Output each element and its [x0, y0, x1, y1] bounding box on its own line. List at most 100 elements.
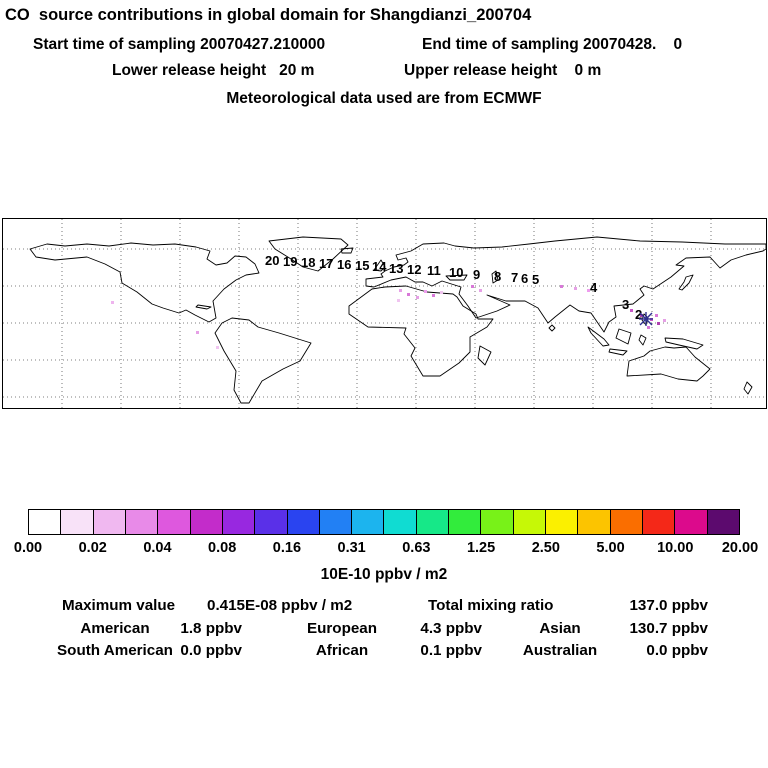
colorbar-segment [61, 510, 94, 534]
upper-release-text: Upper release height 0 m [404, 62, 602, 79]
trajectory-hour-label: 4 [590, 280, 598, 295]
colorbar-segment [255, 510, 288, 534]
region-value: 0.1 ppbv [420, 642, 482, 659]
contribution-pixel [407, 293, 410, 296]
contribution-pixel [416, 296, 419, 299]
colorbar-segment [190, 510, 223, 534]
trajectory-hour-label: 20 [265, 253, 279, 268]
trajectory-hour-label: 10 [449, 265, 463, 280]
total-mixing-ratio-label: Total mixing ratio [428, 597, 554, 614]
map-panel: 20 19 18 17 16 15 14 13 12 11 10 9 8 7 6 5 4 3 2 [2, 218, 767, 409]
colorbar-segment [416, 510, 450, 534]
contribution-pixel [663, 319, 666, 322]
colorbar-segment [513, 510, 546, 534]
contribution-pixel [111, 301, 114, 304]
stats-row-continents-1: American 1.8 ppbv European 4.3 ppbv Asia… [0, 620, 768, 640]
colorbar-tick-label: 0.08 [208, 540, 237, 556]
coastlines [29, 236, 766, 404]
total-mixing-ratio-value: 137.0 ppbv [629, 597, 708, 614]
region-label: Australian [522, 642, 598, 659]
colorbar-segment [222, 510, 256, 534]
contribution-pixel [440, 291, 443, 294]
contribution-pixel [196, 331, 199, 334]
colorbar-segment [352, 510, 385, 534]
met-data-text: Meteorological data used are from ECMWF [226, 90, 542, 107]
contribution-pixel [424, 290, 427, 293]
contribution-pixel [397, 299, 400, 302]
trajectory-hour-label: 19 [283, 254, 297, 269]
contribution-pixel [471, 285, 474, 288]
colorbar-segment [642, 510, 676, 534]
region-value: 130.7 ppbv [629, 620, 708, 637]
colorbar-tick-label: 0.63 [402, 540, 431, 556]
colorbar-segment [481, 510, 514, 534]
colorbar-tick-label: 0.16 [272, 540, 302, 556]
contribution-pixel [647, 326, 650, 329]
trajectory-hour-label: 14 [372, 259, 387, 274]
colorbar [28, 509, 740, 535]
colorbar-tick-label: 2.50 [531, 540, 560, 556]
contribution-pixel [657, 322, 660, 325]
contribution-pixel [655, 314, 658, 317]
colorbar-segment [578, 510, 611, 534]
colorbar-tick-label: 0.00 [13, 540, 43, 556]
region-label: American [80, 620, 150, 637]
max-value: 0.415E-08 ppbv / m2 [207, 597, 353, 614]
colorbar-segment [384, 510, 417, 534]
contribution-pixel [587, 289, 590, 292]
trajectory-hour-label: 9 [473, 267, 480, 282]
trajectory-hour-label: 16 [337, 257, 351, 272]
colorbar-tick-label: 1.25 [466, 540, 496, 556]
region-label: Asian [539, 620, 581, 637]
colorbar-segment [546, 510, 579, 534]
trajectory-hour-label: 13 [389, 261, 403, 276]
contribution-pixel [630, 309, 633, 312]
colorbar-tick-label: 20.00 [721, 540, 759, 556]
colorbar-segment [707, 510, 739, 534]
region-value: 1.8 ppbv [180, 620, 242, 637]
colorbar-segment [29, 510, 62, 534]
colorbar-tick-label: 5.00 [596, 540, 625, 556]
colorbar-tick-label: 0.02 [78, 540, 107, 556]
region-label: South American [57, 642, 173, 659]
contribution-pixel [574, 287, 577, 290]
trajectory-hour-label: 5 [532, 272, 539, 287]
colorbar-tick-label: 10.00 [657, 540, 694, 556]
trajectory-hour-label: 12 [407, 262, 421, 277]
colorbar-ticks: 0.00 0.02 0.04 0.08 0.16 0.31 0.63 1.25 2.50 5.00… [0, 540, 768, 560]
trajectory-hour-label: 7 [511, 270, 518, 285]
lower-release-text: Lower release height 20 m [112, 62, 315, 79]
contribution-pixel [560, 285, 563, 288]
region-label: African [315, 642, 369, 659]
colorbar-segment [449, 510, 482, 534]
station-marker [639, 312, 653, 326]
region-value: 4.3 ppbv [420, 620, 482, 637]
trajectory-hour-label: 3 [622, 297, 629, 312]
colorbar-segment [319, 510, 353, 534]
trajectory-hour-label: 6 [521, 271, 528, 286]
colorbar-segment [93, 510, 126, 534]
trajectory-hour-label: 18 [301, 255, 315, 270]
trajectory-hour-label: 17 [319, 256, 333, 271]
colorbar-segment [675, 510, 708, 534]
trajectory-hour-label: 8 [494, 269, 501, 284]
map-overlay: 20 19 18 17 16 15 14 13 12 11 10 9 8 7 6 5 4 32 [111, 253, 666, 349]
stats-row-max: Maximum value 0.415E-08 ppbv / m2 Total … [0, 597, 768, 617]
trajectory-hour-label: 15 [355, 258, 369, 273]
trajectory-hour-label: 2 [635, 307, 642, 322]
start-time-text: Start time of sampling 20070427.210000 [33, 36, 326, 53]
contribution-pixel [432, 294, 435, 297]
contribution-pixel [479, 289, 482, 292]
region-label: European [306, 620, 378, 637]
colorbar-segment [158, 510, 191, 534]
colorbar-segment [610, 510, 643, 534]
end-time-text: End time of sampling 20070428. 0 [422, 36, 683, 53]
contribution-pixel [216, 346, 219, 349]
max-value-label: Maximum value [62, 597, 176, 614]
stats-row-continents-2: South American 0.0 ppbv African 0.1 ppbv… [0, 642, 768, 662]
colorbar-segment [125, 510, 159, 534]
colorbar-tick-label: 0.31 [337, 540, 366, 556]
page-title: CO source contributions in global domain… [5, 6, 532, 24]
world-map: 20 19 18 17 16 15 14 13 12 11 10 9 8 7 6 5 4 32 [3, 219, 766, 408]
